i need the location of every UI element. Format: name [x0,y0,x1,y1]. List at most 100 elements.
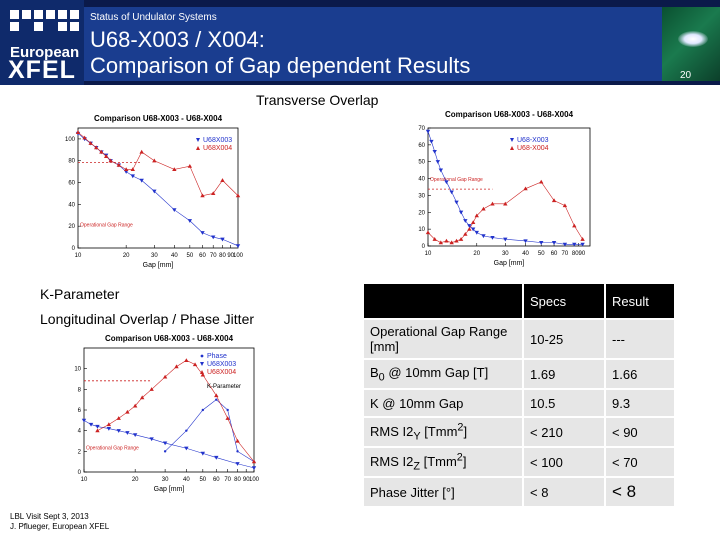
table-cell-result: --- [604,318,674,358]
legend-label: U68X003 [207,361,236,368]
data-point [235,244,241,249]
legend-marker [196,146,200,150]
footer: LBL Visit Sept 3, 2013 J. Pflueger, Euro… [10,512,109,532]
y-tick-label: 4 [78,429,82,435]
data-point [99,149,104,154]
series-line [77,132,239,196]
x-tick-label: 20 [123,253,130,259]
chart-transverse-x003: Comparison U68-X003 - U68-X004 Operationa… [48,110,244,277]
series-line [83,420,255,469]
x-tick-label: 80 [219,253,226,259]
plot-frame [427,127,591,247]
table-cell-result: < 70 [604,446,674,476]
data-point [449,240,454,245]
title-block: Status of Undulator Systems U68-X003 / X… [84,7,662,81]
data-point [140,395,145,400]
x-tick-label: 100 [233,253,244,259]
x-tick-label: 50 [186,253,193,259]
data-point [172,167,177,172]
data-point [251,466,257,471]
table-row: Operational Gap Range [mm] 10-25 --- [364,318,674,358]
data-point [235,438,240,443]
data-point [200,231,205,235]
legend-label: Phase [207,353,227,360]
data-point [503,237,508,242]
data-point [88,422,94,427]
data-point [438,168,444,173]
page-number: 20 [680,70,692,81]
data-point [474,213,479,218]
x-tick-label: 50 [199,477,206,483]
section-title-transverse: Transverse Overlap [256,92,379,108]
table-row: RMS I2Z [Tmm2] < 100 < 70 [364,446,674,476]
data-point [192,362,198,367]
legend-marker [510,146,514,150]
data-point [94,145,99,150]
y-tick-label: 60 [68,181,75,187]
data-point [200,451,206,456]
y-tick-label: 80 [68,159,75,165]
x-tick-label: 90 [243,477,250,483]
x-tick-label: 70 [224,477,231,483]
data-point [474,230,479,235]
data-point [429,139,434,144]
data-point [116,429,121,433]
data-point [539,179,544,184]
header-photo [662,7,720,81]
y-tick-label: 0 [422,244,426,250]
data-point [490,201,495,206]
table-row: Phase Jitter [°] < 8 < 8 [364,476,674,506]
table-cell-spec: < 8 [522,476,604,506]
y-tick-label: 70 [418,126,425,132]
data-point [463,219,468,223]
y-tick-label: 0 [78,470,82,476]
table-cell-label: RMS I2Y [Tmm2] [364,416,522,446]
data-point [149,387,154,391]
table-row: B0 @ 10mm Gap [T] 1.69 1.66 [364,358,674,388]
y-tick-label: 6 [78,408,82,414]
data-point [225,416,230,420]
table-cell-result: 9.3 [604,388,674,416]
data-point [432,150,437,154]
x-tick-label: 60 [199,253,206,259]
data-point [172,208,177,213]
data-point [82,135,87,140]
table-cell-result: < 8 [604,476,674,506]
annotation-op-gap: Operational Gap Range [80,222,133,228]
data-point [551,198,557,203]
legend-label: U68-X004 [517,145,549,152]
x-tick-label: 70 [210,253,217,259]
data-point [162,374,168,379]
legend-label: K-Parameter [207,384,241,390]
table-cell-label: Operational Gap Range [mm] [364,318,522,358]
data-point [432,237,437,241]
chart-title: Comparison U68-X003 - U68-X004 [94,114,223,123]
slide-title-line2: Comparison of Gap dependent Results [90,53,471,78]
data-point [211,191,216,196]
y-tick-label: 30 [418,193,425,199]
x-axis-label: Gap [mm] [143,262,174,269]
legend-marker [200,370,204,374]
table-cell-label: K @ 10mm Gap [364,388,522,416]
data-point [251,459,257,464]
data-point [116,416,121,420]
table-cell-result: < 90 [604,416,674,446]
x-tick-label: 60 [213,477,220,483]
data-point [108,158,113,163]
x-tick-label: 30 [502,251,509,257]
legend-marker [196,138,200,142]
data-point [125,409,130,414]
y-tick-label: 2 [78,449,82,455]
x-tick-label: 90 [227,253,234,259]
x-tick-label: 60 [551,251,558,257]
logo-text-european: European [10,44,80,61]
data-point [132,403,138,408]
data-point [214,393,219,398]
table-cell-spec: 10-25 [522,318,604,358]
data-point [572,223,577,228]
data-point [214,455,219,460]
data-point [523,239,528,244]
data-point [539,241,544,245]
european-xfel-logo: European XFEL [0,0,84,85]
data-point [187,163,193,168]
